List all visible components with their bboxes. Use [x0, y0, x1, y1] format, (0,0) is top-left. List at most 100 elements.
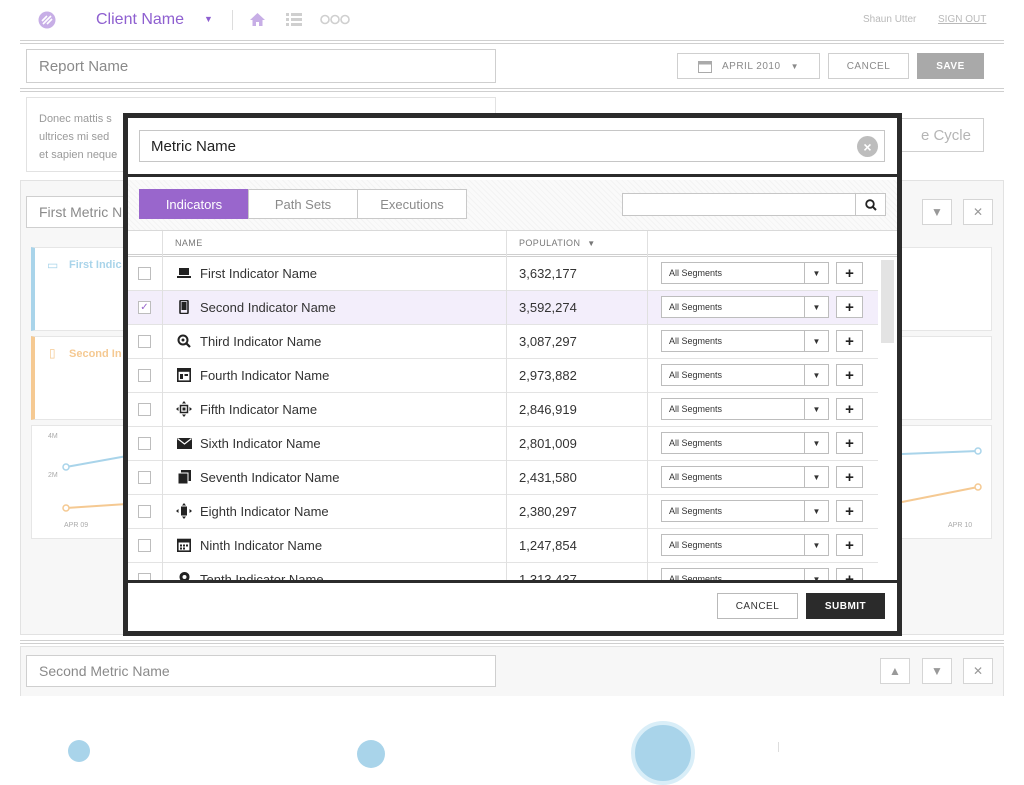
move-down-button[interactable]: ▼: [922, 199, 952, 225]
indicator-population: 3,087,297: [519, 334, 577, 349]
move-up-button[interactable]: ▲: [880, 658, 910, 684]
indicator-name: First Indicator Name: [200, 266, 318, 281]
table-row[interactable]: Fourth Indicator Name 2,973,882 All Segmen…: [128, 359, 878, 393]
table-row[interactable]: Tenth Indicator Name 1,313,437 All Segment…: [128, 563, 878, 580]
move-down-button[interactable]: ▼: [922, 658, 952, 684]
add-indicator-button[interactable]: +: [836, 364, 863, 386]
metric-name-value: Metric Name: [151, 137, 237, 155]
add-indicator-button[interactable]: +: [836, 466, 863, 488]
panel-divider: [20, 640, 1004, 644]
add-indicator-button[interactable]: +: [836, 262, 863, 284]
search-input[interactable]: [622, 193, 856, 216]
tab-path-sets[interactable]: Path Sets: [248, 189, 358, 219]
segment-select[interactable]: All Segments ▼: [661, 330, 829, 352]
save-button[interactable]: SAVE: [917, 53, 984, 79]
second-metric-body: [20, 696, 1004, 785]
chevron-down-icon[interactable]: ▼: [204, 14, 213, 24]
sort-desc-icon: ▼: [587, 239, 596, 248]
calendar-icon: [176, 537, 192, 553]
first-metric-name[interactable]: First Metric N: [26, 196, 136, 228]
tab-indicators[interactable]: Indicators: [139, 189, 249, 219]
table-row[interactable]: Eighth Indicator Name 2,380,297 All Segmen…: [128, 495, 878, 529]
row-checkbox[interactable]: [138, 505, 151, 518]
add-indicator-button[interactable]: +: [836, 296, 863, 318]
segment-select[interactable]: All Segments ▼: [661, 466, 829, 488]
segment-value: All Segments: [669, 438, 723, 448]
column-population[interactable]: POPULATION ▼: [519, 238, 596, 248]
row-checkbox[interactable]: [138, 403, 151, 416]
remove-metric-button[interactable]: ✕: [963, 199, 993, 225]
row-checkbox[interactable]: [138, 573, 151, 580]
segment-select[interactable]: All Segments ▼: [661, 364, 829, 386]
client-name[interactable]: Client Name: [96, 11, 185, 28]
report-cancel-button[interactable]: CANCEL: [828, 53, 909, 79]
row-checkbox[interactable]: [138, 437, 151, 450]
row-checkbox[interactable]: ✓: [138, 301, 151, 314]
cancel-button[interactable]: CANCEL: [717, 593, 798, 619]
segment-value: All Segments: [669, 404, 723, 414]
indicator-name: Fifth Indicator Name: [200, 402, 318, 417]
row-checkbox[interactable]: [138, 369, 151, 382]
table-row[interactable]: Third Indicator Name 3,087,297 All Segment…: [128, 325, 878, 359]
second-metric-name[interactable]: Second Metric Name: [26, 655, 496, 687]
search-button[interactable]: [855, 193, 886, 216]
move-phone-icon: [176, 503, 192, 519]
segment-select[interactable]: All Segments ▼: [661, 534, 829, 556]
add-indicator-button[interactable]: +: [836, 534, 863, 556]
add-indicator-button[interactable]: +: [836, 500, 863, 522]
row-checkbox[interactable]: [138, 471, 151, 484]
scroll-thumb[interactable]: [881, 260, 894, 343]
add-indicator-button[interactable]: +: [836, 432, 863, 454]
segment-select[interactable]: All Segments ▼: [661, 500, 829, 522]
remove-metric-button[interactable]: ✕: [963, 658, 993, 684]
first-indicator-tile[interactable]: ▭ First Indic: [31, 247, 131, 331]
segment-value: All Segments: [669, 370, 723, 380]
column-name[interactable]: NAME: [175, 238, 203, 248]
clear-icon[interactable]: ×: [857, 136, 878, 157]
segment-value: All Segments: [669, 506, 723, 516]
column-population-label: POPULATION: [519, 238, 581, 248]
mail-icon: [176, 435, 192, 451]
segment-select[interactable]: All Segments ▼: [661, 398, 829, 420]
segment-select[interactable]: All Segments ▼: [661, 568, 829, 580]
report-divider: [20, 88, 1004, 92]
report-name-input[interactable]: Report Name: [26, 49, 496, 83]
table-row[interactable]: Seventh Indicator Name 2,431,580 All Segme…: [128, 461, 878, 495]
scrollbar[interactable]: [878, 257, 897, 580]
table-row[interactable]: Ninth Indicator Name 1,247,854 All Segment…: [128, 529, 878, 563]
tab-executions[interactable]: Executions: [357, 189, 467, 219]
table-row[interactable]: First Indicator Name 3,632,177 All Segment…: [128, 257, 878, 291]
segment-select[interactable]: All Segments ▼: [661, 432, 829, 454]
phone-icon: [176, 299, 192, 315]
row-checkbox[interactable]: [138, 539, 151, 552]
indicator-name: Seventh Indicator Name: [200, 470, 340, 485]
modal-footer: CANCEL SUBMIT: [128, 580, 897, 631]
add-indicator-button[interactable]: +: [836, 330, 863, 352]
indicator-list: First Indicator Name 3,632,177 All Segment…: [128, 257, 878, 580]
metric-name-input[interactable]: Metric Name ×: [139, 130, 885, 162]
indicator-name: Ninth Indicator Name: [200, 538, 323, 553]
table-row[interactable]: Sixth Indicator Name 2,801,009 All Segment…: [128, 427, 878, 461]
table-row[interactable]: ✓ Second Indicator Name 3,592,274 All Segme…: [128, 291, 878, 325]
chevron-down-icon: ▼: [804, 535, 828, 555]
segment-select[interactable]: All Segments ▼: [661, 296, 829, 318]
table-row[interactable]: Fifth Indicator Name 2,846,919 All Segment…: [128, 393, 878, 427]
laptop-icon: [176, 265, 192, 281]
submit-button[interactable]: SUBMIT: [806, 593, 885, 619]
row-checkbox[interactable]: [138, 335, 151, 348]
list-icon[interactable]: [286, 13, 302, 26]
x-axis-label-end: APR 10: [948, 522, 973, 529]
divider: [778, 742, 779, 752]
add-indicator-button[interactable]: +: [836, 568, 863, 580]
chevron-down-icon: ▼: [804, 569, 828, 580]
segment-value: All Segments: [669, 574, 723, 580]
path-flow-icon[interactable]: [320, 14, 350, 25]
metric-modal: Metric Name × Indicators Path Sets Execu…: [123, 113, 902, 636]
date-picker[interactable]: APRIL 2010 ▼: [677, 53, 820, 79]
add-indicator-button[interactable]: +: [836, 398, 863, 420]
y-axis-label-2m: 2M: [48, 472, 58, 479]
home-icon[interactable]: [249, 12, 266, 27]
sign-out-link[interactable]: SIGN OUT: [938, 14, 987, 25]
row-checkbox[interactable]: [138, 267, 151, 280]
segment-select[interactable]: All Segments ▼: [661, 262, 829, 284]
